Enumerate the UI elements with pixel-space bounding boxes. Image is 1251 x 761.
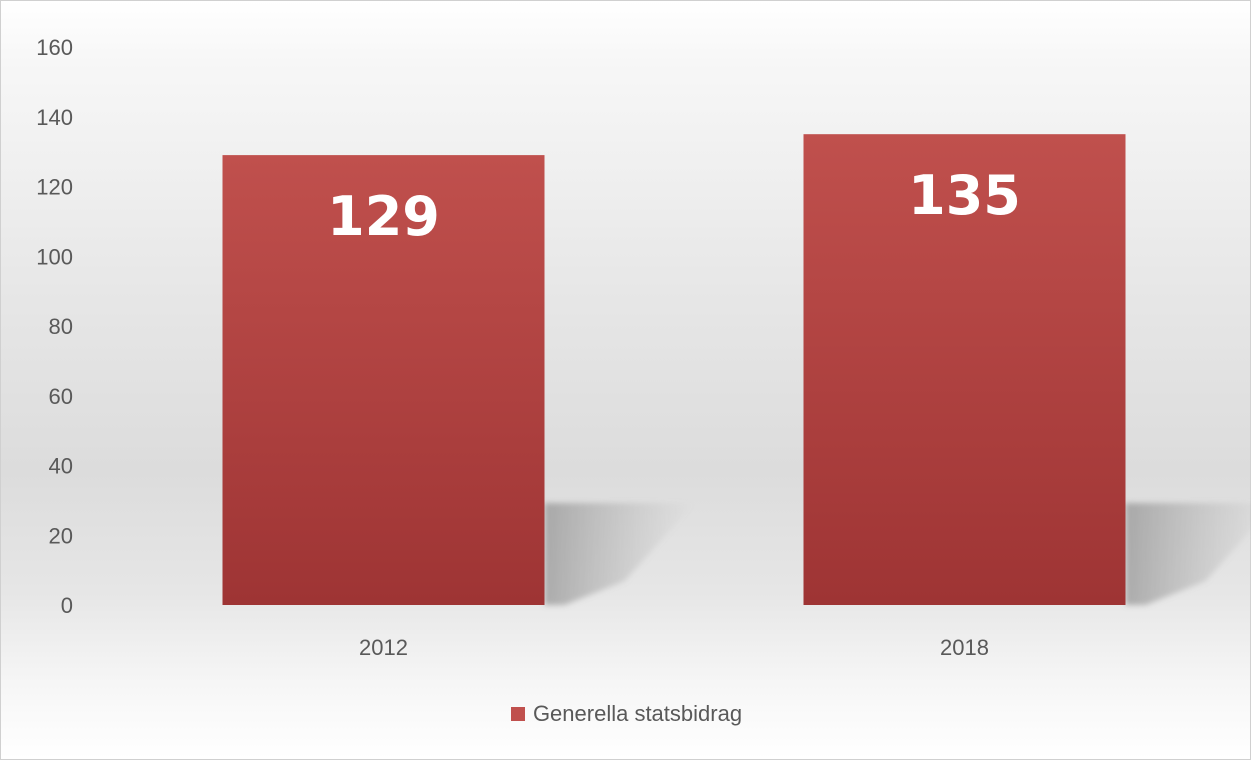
bar-shadow (545, 503, 695, 605)
y-tick-label: 40 (49, 454, 73, 479)
x-axis: 2012 2018 (359, 635, 989, 660)
y-tick-label: 140 (36, 105, 73, 130)
legend: Generella statsbidrag (1, 701, 1251, 727)
y-tick-label: 60 (49, 384, 73, 409)
x-tick-label: 2012 (359, 635, 408, 660)
y-tick-label: 100 (36, 244, 73, 269)
y-axis: 0 20 40 60 80 100 120 140 160 (36, 35, 73, 618)
y-tick-label: 20 (49, 523, 73, 548)
y-tick-label: 0 (61, 593, 73, 618)
y-tick-label: 120 (36, 175, 73, 200)
legend-label: Generella statsbidrag (533, 701, 742, 727)
y-tick-label: 80 (49, 314, 73, 339)
data-label-2018: 135 (908, 164, 1021, 227)
legend-swatch (511, 707, 525, 721)
y-tick-label: 160 (36, 35, 73, 60)
x-tick-label: 2018 (940, 635, 989, 660)
data-label-2012: 129 (327, 185, 440, 248)
bar-shadow (1126, 503, 1251, 605)
